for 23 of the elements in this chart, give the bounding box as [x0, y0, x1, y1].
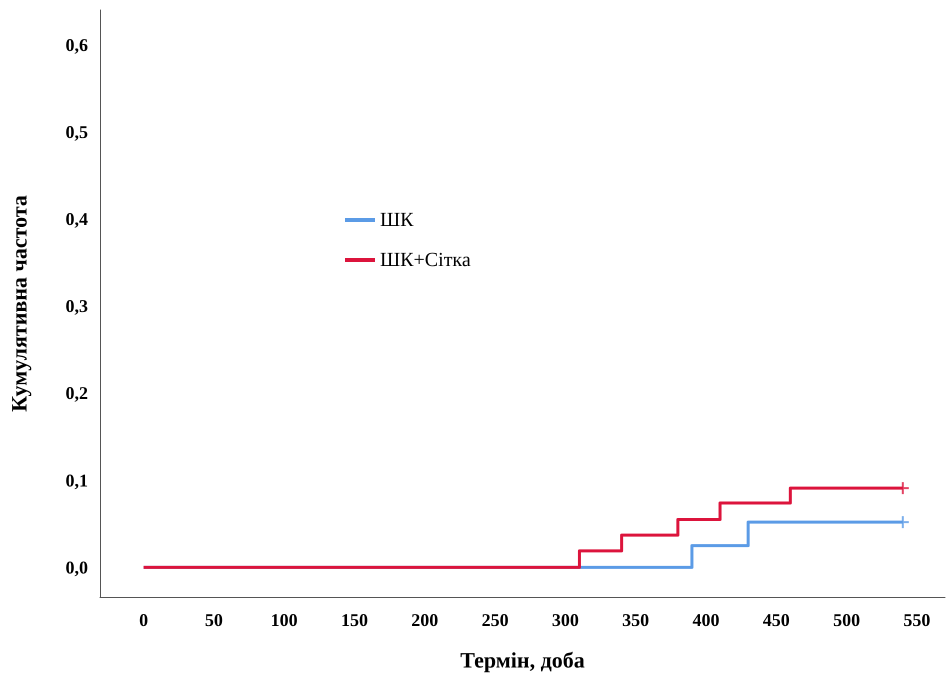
x-tick-label: 400 — [692, 610, 720, 630]
x-axis-title: Термін, доба — [460, 648, 585, 672]
y-tick-label: 0,5 — [66, 122, 88, 142]
x-tick-label: 150 — [340, 610, 368, 630]
x-tick-label: 0 — [139, 610, 148, 630]
y-tick-label: 0,4 — [66, 209, 88, 230]
legend-label: ШК — [380, 209, 414, 231]
x-tick-label: 550 — [903, 610, 930, 630]
legend-label: ШК+Сітка — [380, 249, 471, 271]
x-tick-label: 500 — [833, 610, 860, 630]
y-tick-label: 0,0 — [66, 557, 88, 578]
x-tick-label: 100 — [270, 610, 298, 630]
y-tick-label: 0,1 — [66, 470, 88, 490]
x-tick-label: 350 — [622, 610, 650, 630]
x-tick-label: 300 — [552, 610, 579, 630]
y-axis-title: Кумулятивна частота — [6, 195, 32, 412]
x-tick-label: 200 — [411, 610, 438, 630]
x-tick-label: 450 — [762, 610, 790, 630]
y-tick-label: 0,3 — [66, 296, 88, 316]
x-tick-label: 250 — [482, 610, 509, 630]
y-tick-label: 0,6 — [66, 34, 88, 55]
y-tick-label: 0,2 — [66, 383, 88, 404]
x-tick-label: 50 — [204, 610, 223, 630]
